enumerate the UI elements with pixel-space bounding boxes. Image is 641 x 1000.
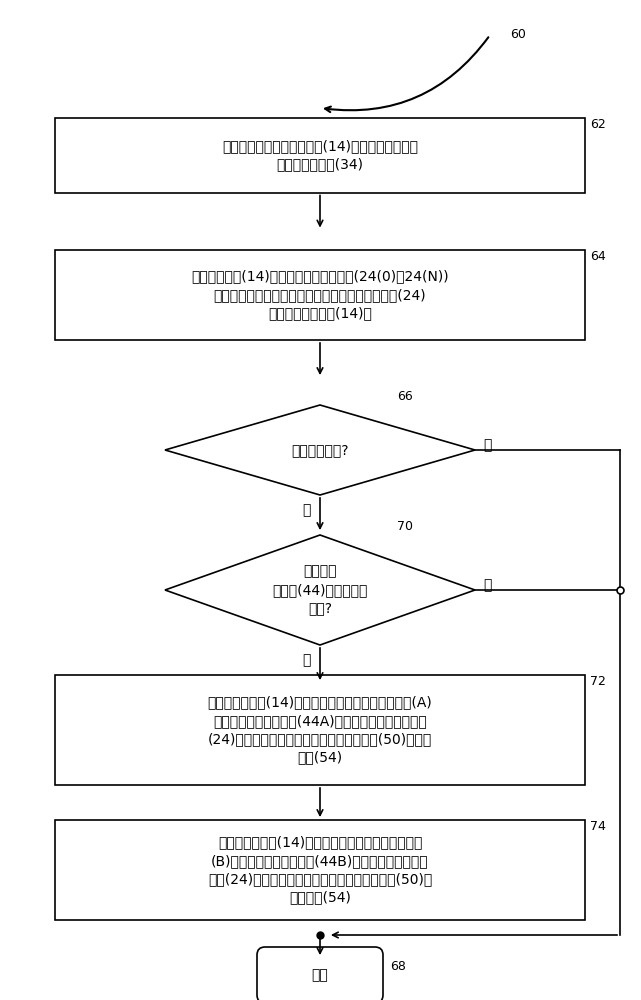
Text: 专用高速
缓存组(44)的高速缓存
未中?: 专用高速 缓存组(44)的高速缓存 未中? — [272, 565, 368, 615]
Text: 66: 66 — [397, 390, 413, 403]
Bar — [55, 820, 585, 920]
Bar — [55, 675, 585, 785]
Polygon shape — [165, 405, 475, 495]
Polygon shape — [165, 535, 475, 645]
Bar — [55, 117, 585, 192]
Text: 是: 是 — [302, 503, 310, 517]
Text: 70: 70 — [397, 520, 413, 533]
Text: 否: 否 — [483, 578, 492, 592]
Text: 基于由高速缓存(14)中的被应用了第一专用预取策略(A)
的第一专用高速缓存组(44A)的所存取的高速缓存条目
(24)产生的高速缓存未中，更新未中计数器(50: 基于由高速缓存(14)中的被应用了第一专用预取策略(A) 的第一专用高速缓存组(… — [208, 695, 433, 765]
Bar — [55, 250, 585, 340]
Text: 60: 60 — [510, 28, 526, 41]
Text: 是: 是 — [302, 653, 310, 667]
Text: 64: 64 — [590, 250, 606, 263]
Text: 基于由高速缓存(14)中的被应用了第二专用预取策略
(B)的第二专用高速缓存组(44B)的所存取的高速缓存
条目(24)产生的高速缓存未中，更新未中计数器(50: 基于由高速缓存(14)中的被应用了第二专用预取策略 (B)的第二专用高速缓存组(… — [208, 835, 432, 905]
Text: 结束: 结束 — [312, 968, 328, 982]
Text: 确定高速缓存(14)中的多个高速缓存条目(24(0)到24(N))
当中的对应于存储器地址的所存取的高速缓存条目(24)
是否含于高速缓存(14)中: 确定高速缓存(14)中的多个高速缓存条目(24(0)到24(N)) 当中的对应于… — [191, 270, 449, 320]
Text: 否: 否 — [483, 438, 492, 452]
Text: 高速缓存未中?: 高速缓存未中? — [291, 443, 349, 457]
Text: 接收包括将寻址在高速缓存(14)中的存储器地址的
存储器存取请求(34): 接收包括将寻址在高速缓存(14)中的存储器地址的 存储器存取请求(34) — [222, 139, 418, 171]
FancyBboxPatch shape — [257, 947, 383, 1000]
Text: 68: 68 — [390, 960, 406, 973]
Text: 62: 62 — [590, 117, 606, 130]
Text: 72: 72 — [590, 675, 606, 688]
Text: 74: 74 — [590, 820, 606, 833]
